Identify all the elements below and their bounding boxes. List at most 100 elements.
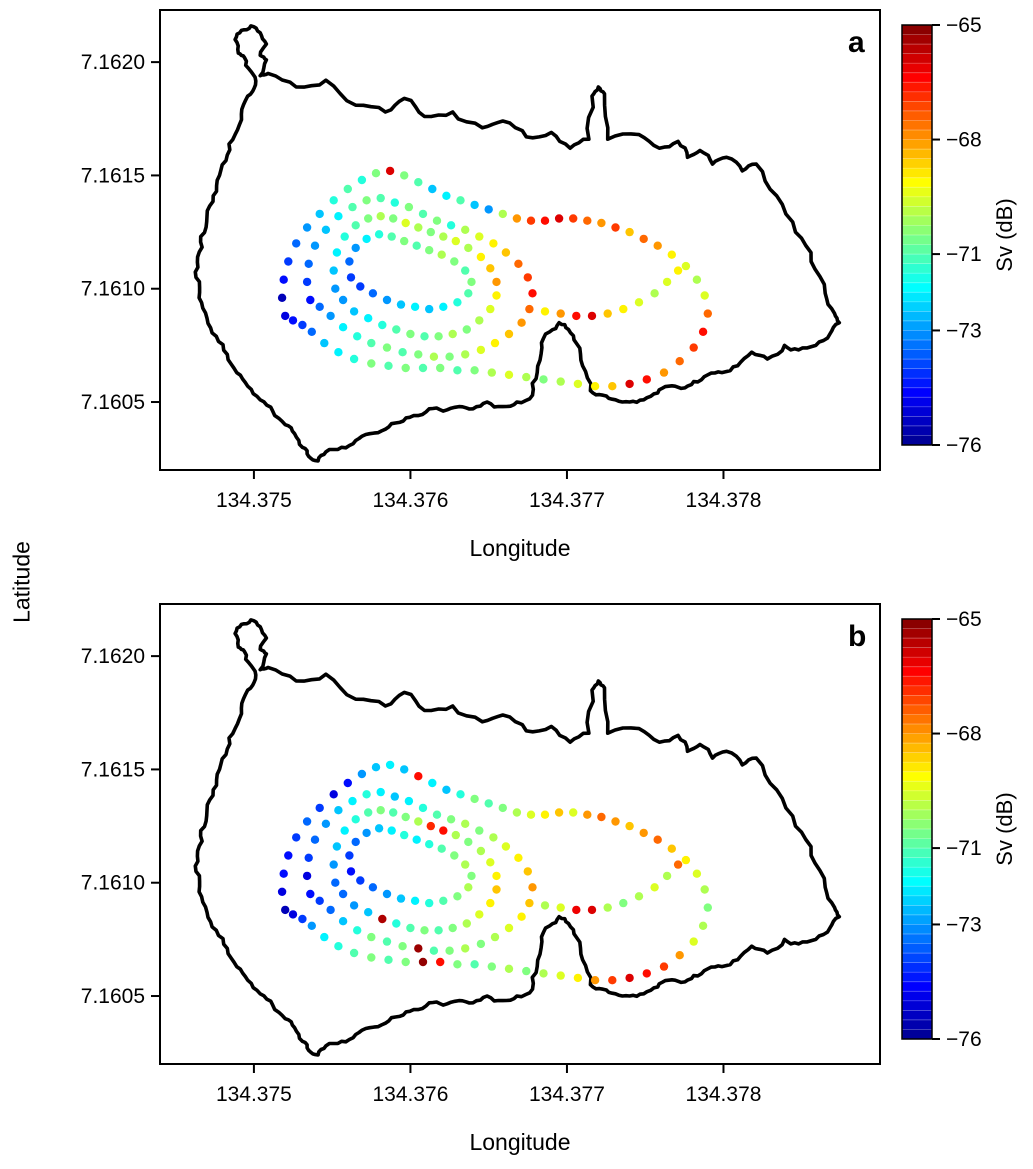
panel-letter: a <box>848 26 865 59</box>
data-point <box>321 819 331 828</box>
colorbar-tick-label: −65 <box>946 608 982 631</box>
colorbar-strip <box>902 225 932 236</box>
data-point <box>362 828 371 838</box>
data-point <box>353 926 362 935</box>
data-point <box>692 869 702 878</box>
data-point <box>525 898 534 908</box>
colorbar-strip <box>902 714 932 725</box>
data-point <box>357 175 367 185</box>
data-point <box>349 948 359 958</box>
data-point <box>288 910 298 919</box>
data-point <box>487 368 496 377</box>
data-point <box>368 883 378 892</box>
data-point <box>371 169 381 178</box>
data-point <box>345 257 354 266</box>
data-point <box>277 293 287 302</box>
data-point <box>583 810 592 819</box>
data-point <box>436 957 445 967</box>
data-point <box>420 926 429 935</box>
data-point <box>456 196 465 205</box>
data-point <box>401 812 410 822</box>
data-point <box>376 212 385 221</box>
data-point <box>345 851 354 860</box>
data-point <box>351 837 360 847</box>
colorbar-strip <box>902 120 932 131</box>
data-point <box>462 919 471 928</box>
colorbar-strip <box>902 101 932 112</box>
panel-b: 134.375 134.376 134.377 134.378 7.1605 7.1610… <box>81 603 1017 1155</box>
colorbar-strip <box>902 638 932 649</box>
data-point <box>400 171 409 180</box>
colorbar-strip <box>902 187 932 198</box>
data-point <box>385 760 395 770</box>
data-point <box>346 867 356 876</box>
data-point <box>284 851 293 860</box>
data-point <box>329 266 338 275</box>
colorbar-strip <box>902 359 932 370</box>
colorbar-strip <box>902 72 932 83</box>
data-point <box>367 338 376 348</box>
data-point <box>698 921 708 930</box>
data-point <box>689 937 698 946</box>
colorbar-strip <box>902 895 932 906</box>
data-point <box>331 284 340 293</box>
y-axis-label: Latitude <box>8 541 35 623</box>
data-point <box>486 898 495 908</box>
colorbar-tick-label: −65 <box>946 14 982 37</box>
colorbar-strip <box>902 63 932 74</box>
data-point <box>450 257 459 266</box>
data-point <box>410 302 420 311</box>
data-point <box>611 223 620 232</box>
data-point <box>523 273 532 282</box>
data-point <box>306 295 315 305</box>
data-point <box>619 898 628 908</box>
data-point <box>425 246 434 255</box>
data-point <box>279 869 288 878</box>
data-point <box>298 914 307 924</box>
data-point <box>425 898 434 908</box>
colorbar-strip <box>902 206 932 217</box>
colorbar-strip <box>902 82 932 93</box>
data-point <box>340 826 349 835</box>
data-point <box>364 314 373 323</box>
data-point <box>556 309 565 318</box>
data-point <box>453 366 462 375</box>
data-point <box>492 291 501 300</box>
data-point <box>348 796 357 806</box>
colorbar-strip <box>902 25 932 36</box>
data-point <box>470 960 479 969</box>
data-point <box>653 835 662 844</box>
data-point <box>619 304 628 314</box>
data-point <box>597 218 606 228</box>
data-point <box>673 266 683 275</box>
colorbar-tick-label: −68 <box>946 723 982 746</box>
colorbar-strip <box>902 340 932 351</box>
data-point <box>396 300 406 309</box>
data-point <box>378 320 387 330</box>
data-point <box>334 212 343 221</box>
colorbar-strip <box>902 934 932 945</box>
colorbar-strip <box>902 867 932 878</box>
data-point <box>418 803 428 813</box>
data-point <box>425 304 434 314</box>
data-point <box>540 307 550 316</box>
data-point <box>368 289 378 298</box>
data-point <box>398 348 407 357</box>
colorbar-strip <box>902 676 932 687</box>
data-point <box>539 969 548 978</box>
colorbar-tick-label: −71 <box>946 837 982 860</box>
y-tick-label: 7.1615 <box>81 164 145 187</box>
data-point <box>414 772 423 781</box>
data-point <box>448 329 457 339</box>
data-point <box>367 359 376 368</box>
x-axis-label: Longitude <box>469 1129 570 1155</box>
plot-frame <box>159 9 881 471</box>
data-point <box>302 277 312 287</box>
data-point <box>281 905 290 915</box>
data-point <box>572 905 581 915</box>
data-point <box>382 343 392 352</box>
data-point <box>587 905 597 915</box>
data-point <box>351 221 360 230</box>
data-point <box>464 837 473 847</box>
survey-points <box>277 760 712 985</box>
